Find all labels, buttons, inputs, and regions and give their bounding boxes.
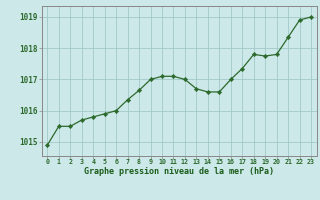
X-axis label: Graphe pression niveau de la mer (hPa): Graphe pression niveau de la mer (hPa): [84, 167, 274, 176]
